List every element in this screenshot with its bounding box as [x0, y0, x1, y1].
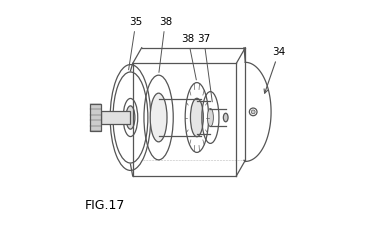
Bar [101, 111, 130, 125]
Text: 37: 37 [197, 34, 212, 102]
Circle shape [251, 111, 255, 114]
Text: 38: 38 [159, 17, 172, 73]
Text: 34: 34 [264, 47, 286, 94]
Ellipse shape [150, 94, 167, 142]
Text: 38: 38 [181, 34, 196, 81]
Ellipse shape [126, 106, 135, 130]
Ellipse shape [223, 114, 228, 122]
Text: FIG.17: FIG.17 [84, 198, 125, 211]
Ellipse shape [208, 109, 214, 127]
Text: 35: 35 [129, 17, 143, 70]
Ellipse shape [191, 99, 203, 137]
Bar [90, 105, 101, 131]
